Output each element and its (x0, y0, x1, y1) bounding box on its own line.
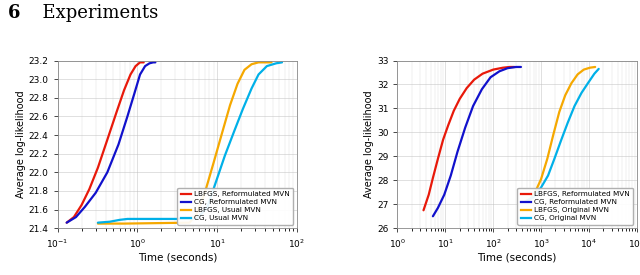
Legend: LBFGS, Reformulated MVN, CG, Reformulated MVN, LBFGS, Usual MVN, CG, Usual MVN: LBFGS, Reformulated MVN, CG, Reformulate… (177, 188, 293, 225)
X-axis label: Time (seconds): Time (seconds) (477, 252, 557, 262)
X-axis label: Time (seconds): Time (seconds) (138, 252, 217, 262)
Y-axis label: Average log-likelihood: Average log-likelihood (16, 90, 26, 198)
Legend: LBFGS, Reformulated MVN, CG, Reformulated MVN, LBFGS, Original MVN, CG, Original: LBFGS, Reformulated MVN, CG, Reformulate… (517, 188, 633, 225)
Text: Experiments: Experiments (31, 4, 158, 22)
Y-axis label: Average log-likelihood: Average log-likelihood (364, 90, 374, 198)
Text: 6: 6 (8, 4, 20, 22)
